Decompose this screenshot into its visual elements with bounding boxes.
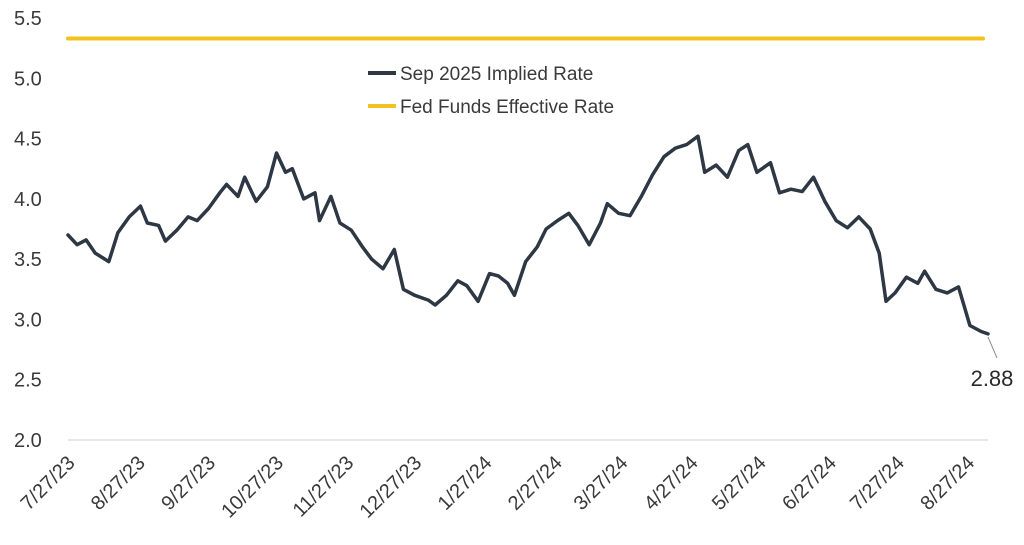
y-tick-label: 3.0 [14, 309, 42, 331]
annotations: 2.88 [971, 336, 1014, 391]
legend: Sep 2025 Implied Rate Fed Funds Effective… [368, 64, 614, 118]
x-tick-label: 2/27/24 [504, 452, 567, 515]
annotation-leader-line [987, 336, 998, 359]
y-tick-label: 2.5 [14, 370, 42, 392]
x-tick-label: 12/27/23 [356, 452, 427, 523]
x-tick-label: 9/27/23 [157, 452, 220, 515]
legend-label: Sep 2025 Implied Rate [400, 64, 593, 85]
annotation-label: 2.88 [971, 366, 1014, 391]
x-tick-label: 7/27/24 [846, 452, 909, 515]
y-tick-label: 4.5 [14, 129, 42, 151]
y-tick-label: 2.0 [14, 430, 42, 452]
x-tick-label: 10/27/23 [217, 452, 288, 523]
x-tick-label: 8/27/23 [87, 452, 150, 515]
y-tick-label: 4.0 [14, 189, 42, 211]
x-tick-label: 7/27/23 [17, 452, 80, 515]
y-axis-ticks: 2.0 2.5 3.0 3.5 4.0 4.5 5.0 5.5 [14, 8, 42, 452]
x-tick-label: 4/27/24 [640, 452, 703, 515]
y-tick-label: 3.5 [14, 249, 42, 271]
x-tick-label: 8/27/24 [916, 452, 979, 515]
x-tick-label: 11/27/23 [289, 452, 359, 522]
y-tick-label: 5.0 [14, 68, 42, 90]
series-lines [66, 36, 990, 336]
series-line-sep-2025-implied-rate [66, 134, 990, 336]
legend-label: Fed Funds Effective Rate [400, 97, 614, 118]
x-tick-label: 1/27/24 [434, 452, 497, 515]
x-tick-label: 3/27/24 [570, 452, 633, 515]
x-tick-label: 5/27/24 [708, 452, 771, 515]
x-tick-label: 6/27/24 [778, 452, 841, 515]
y-tick-label: 5.5 [14, 8, 42, 30]
